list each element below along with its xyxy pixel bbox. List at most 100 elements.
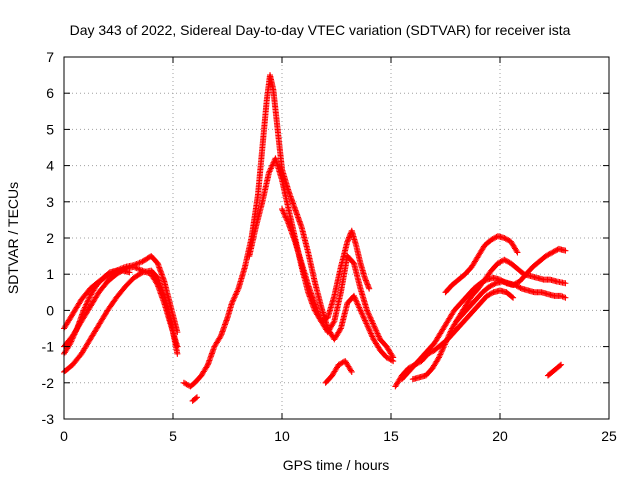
data-point-trail <box>478 293 489 306</box>
data-point-trail <box>513 282 524 291</box>
data-point-trail <box>70 297 84 316</box>
data-point-trail <box>299 261 311 287</box>
data-point-trail <box>292 240 305 265</box>
x-tick-label: 0 <box>60 428 68 444</box>
data-point <box>549 249 556 256</box>
y-axis-label: SDTVAR / TECUs <box>5 182 21 294</box>
data-point-trail <box>345 254 357 266</box>
data-point-trail <box>537 254 548 264</box>
data-point-trail <box>458 315 470 327</box>
y-tick-label: 3 <box>46 194 54 210</box>
data-point-trail <box>423 366 435 378</box>
data-point-trail <box>480 284 492 295</box>
y-tick-label: 5 <box>46 121 54 137</box>
data-point-trail <box>212 334 224 349</box>
data-point <box>174 350 181 357</box>
data-point-trail <box>61 312 75 331</box>
data-point-trail <box>430 355 442 370</box>
data-point-trail <box>336 358 347 367</box>
data-point-trail <box>101 270 112 280</box>
data-point-trail <box>432 330 444 345</box>
data-point <box>364 307 371 314</box>
data-point <box>357 307 364 314</box>
data-point-trail <box>274 127 285 171</box>
data-point-trail <box>329 363 341 378</box>
data-point-trail <box>357 287 370 312</box>
data-point-trail <box>371 323 383 341</box>
data-point-trail <box>149 268 160 280</box>
data-point <box>494 260 501 267</box>
series-track-11 <box>409 256 569 383</box>
data-point-trail <box>332 326 344 342</box>
data-point <box>486 283 493 290</box>
data-point-trail <box>471 301 483 313</box>
data-point-trail <box>79 286 93 302</box>
data-point-trail <box>419 348 431 360</box>
data-point <box>514 249 521 256</box>
data-point <box>483 292 490 299</box>
data-point-trail <box>450 277 461 288</box>
series-track-10 <box>398 245 569 383</box>
data-point <box>364 321 371 328</box>
data-point <box>501 235 508 241</box>
data-point-trail <box>155 261 167 284</box>
data-point-trail <box>70 352 84 367</box>
data-point-trail <box>487 280 498 290</box>
series-track-4 <box>61 267 133 357</box>
data-point-trail <box>161 279 174 309</box>
data-point <box>562 294 569 301</box>
data-point-trail <box>476 277 487 291</box>
series-track-8 <box>322 358 355 386</box>
data-point-trail <box>489 261 500 273</box>
data-point-trail <box>445 308 457 323</box>
data-point-trail <box>68 326 80 345</box>
data-point-trail <box>312 279 324 309</box>
data-point-trail <box>454 312 466 324</box>
data-point-trail <box>218 316 230 338</box>
data-point <box>279 206 285 213</box>
data-point <box>126 269 133 276</box>
data-point-trail <box>482 268 494 282</box>
data-point-trail <box>192 373 204 385</box>
data-point <box>67 339 74 346</box>
data-point-trail <box>305 283 318 305</box>
data-point-trail <box>325 294 337 320</box>
data-point-trail <box>371 337 383 352</box>
data-point-trail <box>74 308 87 331</box>
x-tick-label: 15 <box>383 428 399 444</box>
data-point-trail <box>235 265 248 291</box>
data-point-trail <box>325 319 337 334</box>
data-point-trail <box>438 319 450 334</box>
data-point-trail <box>504 290 515 300</box>
data-point-trail <box>255 146 266 196</box>
data-point <box>228 300 235 307</box>
data-point-trail <box>79 337 93 356</box>
data-point-trail <box>351 294 363 312</box>
data-point-trail <box>87 283 99 298</box>
data-point <box>501 256 508 263</box>
data-point <box>180 379 187 386</box>
data-point-trail <box>476 243 487 258</box>
data-point-trail <box>436 341 448 360</box>
y-tick-label: 7 <box>46 49 54 65</box>
data-point-trail <box>425 341 437 353</box>
data-point <box>80 307 87 314</box>
data-point-trail <box>105 272 119 284</box>
data-point-trail <box>81 294 93 312</box>
y-tick-label: -1 <box>42 339 55 355</box>
data-point-trail <box>358 308 370 327</box>
data-point <box>370 321 377 328</box>
data-point-trail <box>406 362 418 374</box>
data-point-trail <box>323 373 335 385</box>
y-tick-label: 0 <box>46 302 54 318</box>
series-track-7 <box>279 206 397 361</box>
data-point-trail <box>279 207 291 226</box>
data-point-trail <box>338 254 351 294</box>
data-point-trail <box>132 264 145 273</box>
data-point <box>193 394 200 401</box>
data-points <box>61 72 569 404</box>
data-point-trail <box>502 235 513 244</box>
data-point-trail <box>259 99 270 149</box>
data-point-trail <box>253 200 265 229</box>
